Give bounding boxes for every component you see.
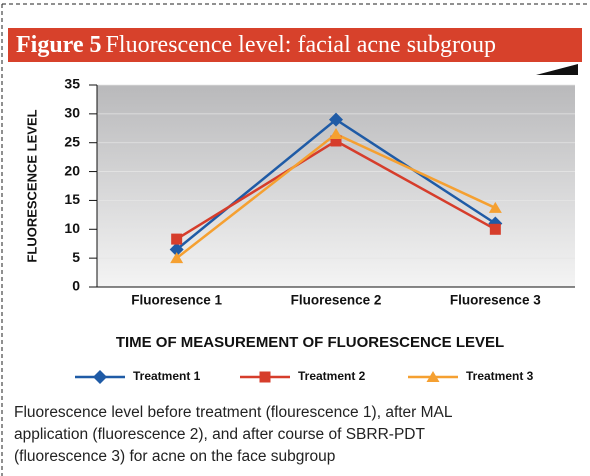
- marker: [93, 370, 107, 384]
- y-tick-label: 25: [64, 133, 80, 149]
- y-axis-title: FLUORESCENCE LEVEL: [24, 109, 39, 262]
- chart-title: Fluorescence level: facial acne subgroup: [106, 32, 497, 58]
- x-axis-title: TIME OF MEASUREMENT OF FLUORESCENCE LEVE…: [116, 334, 504, 351]
- caption-line: (fluorescence 3) for acne on the face su…: [14, 448, 336, 465]
- caption-line: application (fluorescence 2), and after …: [14, 426, 425, 443]
- y-tick-label: 20: [64, 162, 80, 178]
- marker: [259, 371, 271, 383]
- y-tick-label: 15: [64, 191, 80, 207]
- marker: [169, 242, 184, 257]
- legend-item: Treatment 1: [75, 369, 201, 384]
- marker: [329, 112, 343, 127]
- marker: [170, 252, 184, 264]
- y-tick-label: 10: [64, 220, 80, 236]
- y-tick-label: 35: [64, 76, 80, 92]
- legend-label: Treatment 2: [298, 369, 366, 383]
- y-tick-label: 30: [64, 105, 80, 121]
- x-tick-label: Fluoresence 1: [131, 293, 222, 308]
- marker: [329, 128, 343, 140]
- header-bar: [8, 28, 582, 62]
- header-arrow: [536, 64, 578, 75]
- legend-label: Treatment 1: [133, 369, 201, 383]
- caption-line: Fluorescence level before treatment (flo…: [14, 404, 453, 421]
- legend-item: Treatment 3: [408, 369, 534, 383]
- marker: [426, 371, 440, 382]
- x-tick-label: Fluoresence 3: [450, 293, 541, 308]
- x-tick-label: Fluoresence 2: [291, 293, 382, 308]
- marker: [488, 201, 502, 213]
- marker: [489, 223, 501, 235]
- legend-item: Treatment 2: [240, 369, 366, 383]
- header: Figure 5 Fluorescence level: facial acne …: [16, 32, 496, 58]
- y-tick-label: 0: [72, 278, 80, 294]
- legend-label: Treatment 3: [466, 369, 534, 383]
- figure-label: Figure 5: [16, 32, 102, 58]
- y-tick-label: 5: [72, 249, 80, 265]
- marker: [171, 233, 183, 245]
- caption: Fluorescence level before treatment (flo…: [14, 402, 584, 468]
- marker: [330, 135, 342, 147]
